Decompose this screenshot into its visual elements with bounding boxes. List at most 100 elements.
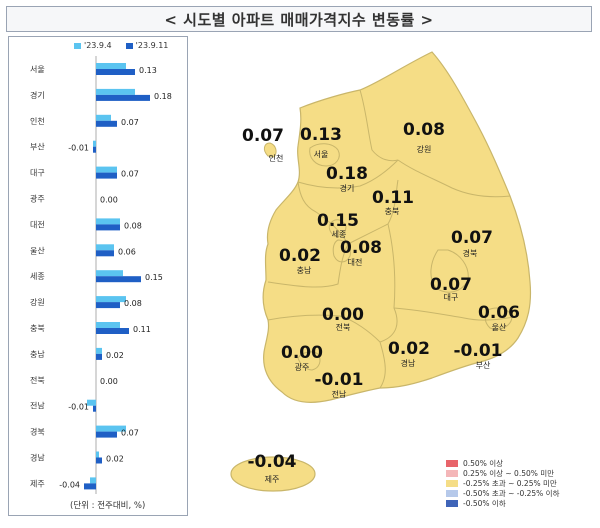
- bar-week1: [96, 166, 117, 173]
- map-legend-label-3: -0.25% 초과 ~ 0.25% 미만: [463, 478, 557, 488]
- map-region-label: 전남: [332, 389, 347, 399]
- legend-item-week2: '23.9.11: [125, 41, 169, 50]
- bar-value-label: 0.11: [133, 325, 151, 334]
- map-region-label: 서울: [314, 150, 329, 159]
- map-value-서울: 0.13: [300, 125, 342, 145]
- category-label: 전남: [30, 401, 45, 411]
- region-border: [430, 249, 469, 293]
- category-label: 대구: [30, 169, 45, 178]
- map-legend-row-2: 0.25% 이상 ~ 0.50% 미만: [446, 468, 559, 478]
- incheon-island-shape: [263, 142, 277, 158]
- unit-note: (단위 : 전주대비, %): [70, 501, 146, 511]
- bar-week2: [96, 353, 102, 360]
- bar-value-label: 0.15: [145, 273, 163, 282]
- bar-week2: [96, 69, 135, 75]
- map-region-label: 충북: [385, 207, 400, 216]
- legend-swatch-week1: [74, 42, 81, 49]
- legend-label-week1: '23.9.4: [84, 41, 112, 50]
- bar-week1: [96, 425, 126, 432]
- bar-value-label: 0.00: [100, 196, 118, 205]
- map-value-충북: 0.11: [372, 188, 414, 208]
- bar-week2: [96, 328, 129, 334]
- category-label: 충남: [30, 350, 45, 359]
- bar-week2: [84, 483, 96, 490]
- map-value-전북: 0.00: [322, 305, 364, 325]
- region-border: [309, 143, 340, 167]
- map-legend-swatch-4: [446, 489, 458, 497]
- map-value-경기: 0.18: [326, 164, 368, 184]
- map-value-경남: 0.02: [388, 339, 430, 359]
- bar-week1: [96, 114, 111, 121]
- region-border: [397, 159, 511, 198]
- bar-week2: [96, 302, 120, 309]
- region-border: [379, 223, 398, 343]
- category-label: 경남: [30, 453, 45, 463]
- bar-legend: '23.9.4 '23.9.11: [74, 41, 168, 50]
- map-region-label: 부산: [476, 360, 491, 370]
- region-border: [484, 307, 513, 330]
- region-border: [393, 307, 519, 321]
- bar-week1: [96, 451, 99, 458]
- bar-value-label: -0.04: [59, 480, 80, 489]
- map-legend-label-2: 0.25% 이상 ~ 0.50% 미만: [463, 468, 555, 478]
- map-region-label: 충남: [297, 266, 312, 275]
- bar-week2: [96, 172, 117, 179]
- bar-week2: [96, 120, 117, 127]
- bar-week1: [87, 399, 96, 406]
- bar-week1: [96, 244, 114, 251]
- legend-item-week1: '23.9.4: [74, 41, 112, 50]
- map-value-세종: 0.15: [317, 211, 359, 231]
- map-legend-label-4: -0.50% 초과 ~ -0.25% 이하: [463, 488, 560, 498]
- category-label: 서울: [30, 65, 45, 74]
- bar-value-label: 0.18: [154, 92, 172, 101]
- category-label: 울산: [30, 245, 45, 255]
- region-border: [297, 159, 399, 189]
- map-region-label: 경남: [401, 358, 416, 368]
- map-region-label: 전북: [336, 322, 351, 332]
- map-legend-row-3: -0.25% 초과 ~ 0.25% 미만: [446, 478, 559, 488]
- bar-value-label: -0.01: [68, 403, 89, 412]
- bar-value-label: 0.08: [124, 299, 142, 308]
- map-legend-label-5: -0.50% 이하: [463, 498, 506, 508]
- region-border: [297, 181, 349, 245]
- bar-value-label: 0.07: [121, 429, 139, 438]
- bar-week2: [96, 224, 120, 231]
- category-label: 광주: [30, 194, 45, 204]
- bar-week1: [96, 63, 126, 69]
- map-region-label: 제주: [265, 475, 280, 484]
- bar-week2: [96, 276, 141, 283]
- map-value-부산: -0.01: [454, 341, 503, 361]
- map-region-label: 대전: [348, 257, 363, 267]
- bar-week1: [96, 296, 126, 303]
- map-legend-swatch-5: [446, 499, 458, 507]
- bar-week1: [90, 477, 96, 484]
- bar-week1: [96, 347, 102, 354]
- map-region-label: 울산: [492, 322, 507, 332]
- map-value-강원: 0.08: [403, 120, 445, 140]
- region-border: [267, 314, 381, 343]
- region-border: [297, 351, 321, 371]
- legend-swatch-week2: [125, 42, 133, 49]
- category-label: 전북: [30, 375, 45, 385]
- bar-week2: [96, 431, 117, 438]
- region-border: [332, 239, 351, 263]
- category-label: 인천: [30, 116, 45, 126]
- map-value-충남: 0.02: [279, 246, 321, 266]
- mainland-shape: [262, 51, 532, 403]
- map-value-인천: 0.07: [242, 126, 284, 146]
- bar-value-label: -0.01: [68, 144, 89, 153]
- bar-value-label: 0.07: [121, 118, 139, 127]
- bar-week2: [96, 457, 102, 464]
- map-legend-row-1: 0.50% 이상: [446, 458, 559, 468]
- category-label: 대전: [30, 219, 45, 229]
- map-value-경북: 0.07: [451, 228, 493, 248]
- bar-value-label: 0.02: [106, 351, 124, 360]
- map-legend-swatch-2: [446, 469, 458, 477]
- map-legend: 0.50% 이상 0.25% 이상 ~ 0.50% 미만 -0.25% 초과 ~…: [446, 458, 559, 508]
- region-border: [379, 341, 386, 389]
- legend-label-week2: '23.9.11: [135, 41, 169, 50]
- map-value-광주: 0.00: [281, 343, 323, 363]
- category-label: 충북: [30, 324, 45, 333]
- bar-week2: [93, 405, 96, 412]
- map-region-label: 강원: [417, 144, 432, 154]
